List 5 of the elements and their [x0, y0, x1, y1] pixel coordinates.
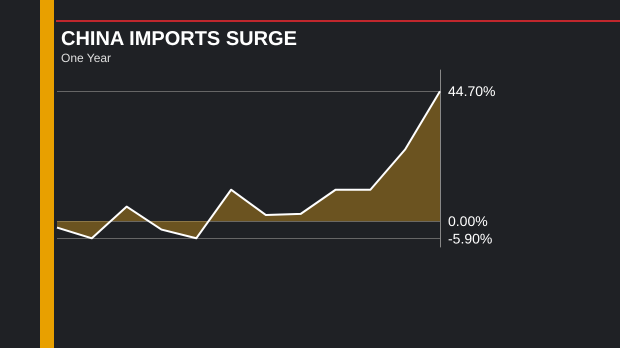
y-tick-label: -5.90% [448, 230, 492, 246]
chart-title: CHINA IMPORTS SURGE [61, 28, 297, 50]
y-tick-label: 0.00% [448, 213, 488, 230]
chart-subtitle: One Year [61, 51, 112, 65]
y-tick-label: 44.70% [448, 83, 496, 100]
